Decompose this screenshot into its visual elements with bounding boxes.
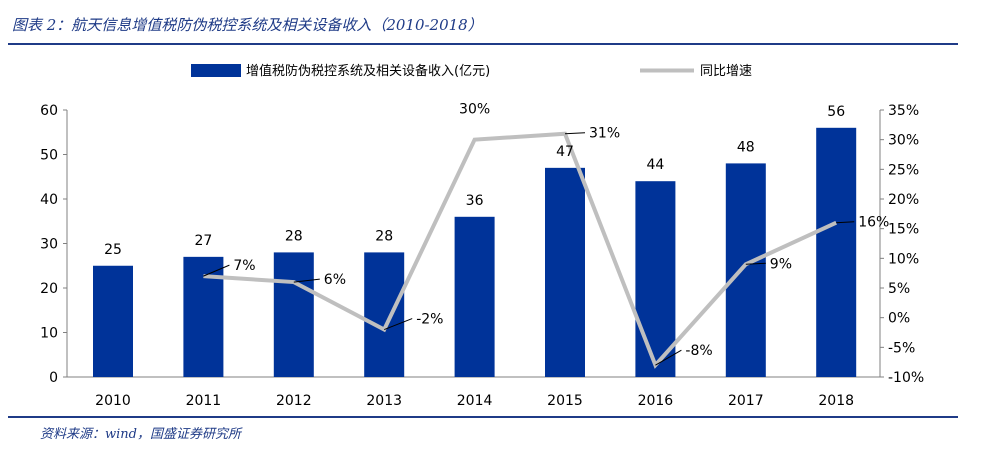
growth-label-leader [655, 349, 682, 366]
bar-value-label: 28 [375, 228, 393, 244]
growth-value-label: 31% [589, 126, 620, 142]
y2-tick-label: 20% [888, 192, 919, 208]
x-tick-label: 2015 [547, 393, 583, 409]
source-divider [8, 416, 958, 418]
y2-tick-label: 35% [888, 103, 919, 119]
bars [93, 127, 857, 377]
y2-tick-label: 25% [888, 162, 919, 178]
legend-bar-swatch [191, 64, 241, 77]
bar [273, 252, 314, 377]
bar [183, 256, 224, 377]
x-tick-label: 2018 [818, 393, 854, 409]
bar [93, 265, 133, 377]
growth-label-leader [384, 318, 413, 330]
growth-value-label: 6% [324, 272, 346, 288]
data-labels: 25 27 28 28 36 47 44 48 56 7% 6% -2% 30% 31% -8% 9% 16% [104, 102, 889, 366]
y2-tick-label: 5% [888, 281, 910, 297]
bar-value-label: 56 [827, 104, 845, 120]
y-tick-label: 50 [40, 148, 58, 164]
growth-label-leader [836, 221, 855, 224]
y-tick-label: 60 [40, 103, 58, 119]
x-tick-label: 2012 [276, 393, 312, 409]
bar [816, 127, 857, 377]
growth-label-leader [293, 278, 320, 283]
y-tick-label: 10 [40, 326, 58, 342]
legend-line-label: 同比增速 [700, 64, 752, 79]
legend-bar-label: 增值税防伪税控系统及相关设备收入(亿元) [246, 63, 490, 79]
growth-value-label: 30% [459, 102, 490, 118]
growth-value-label: -8% [685, 343, 712, 359]
x-tick-label: 2010 [95, 393, 131, 409]
growth-value-label: -2% [416, 312, 443, 328]
bar-value-label: 47 [556, 144, 574, 160]
y2-tick-label: 0% [888, 311, 910, 327]
y-tick-label: 40 [40, 192, 58, 208]
bar-value-label: 44 [646, 157, 664, 173]
bar-value-label: 27 [194, 233, 212, 249]
x-tick-label: 2017 [728, 393, 764, 409]
growth-label-leader [564, 132, 586, 135]
y2-tick-label: -10% [888, 370, 924, 386]
x-tick-label: 2014 [457, 393, 493, 409]
x-tick-label: 2016 [638, 393, 674, 409]
growth-value-label: 16% [858, 215, 889, 231]
bar [635, 181, 676, 377]
bar [364, 252, 405, 377]
source-note: 资料来源：wind，国盛证券研究所 [40, 427, 241, 442]
bar-value-label: 25 [104, 242, 122, 258]
growth-value-label: 7% [233, 258, 255, 274]
growth-label-leader [745, 262, 766, 265]
y2-tick-label: 15% [888, 222, 919, 238]
legend: 增值税防伪税控系统及相关设备收入(亿元) 同比增速 [191, 63, 752, 79]
bar-value-label: 48 [737, 139, 755, 155]
y2-tick-label: 10% [888, 251, 919, 267]
growth-label-leader [203, 264, 230, 277]
chart-title: 图表 2：航天信息增值税防伪税控系统及相关设备收入（2010-2018） [12, 16, 483, 34]
y2-tick-label: 30% [888, 133, 919, 149]
x-tick-label: 2011 [186, 393, 222, 409]
bar-value-label: 28 [285, 228, 303, 244]
bar [454, 216, 495, 377]
title-divider [8, 43, 958, 45]
growth-value-label: 9% [770, 256, 792, 272]
bar-value-label: 36 [466, 193, 484, 209]
x-tick-label: 2013 [366, 393, 402, 409]
y-tick-label: 20 [40, 281, 58, 297]
bar [545, 167, 585, 377]
y2-tick-label: -5% [888, 340, 915, 356]
y-tick-label: 30 [40, 237, 58, 253]
growth-series-line [203, 131, 838, 369]
growth-line [203, 131, 838, 369]
y-tick-label: 0 [49, 370, 58, 386]
bar [725, 163, 766, 377]
